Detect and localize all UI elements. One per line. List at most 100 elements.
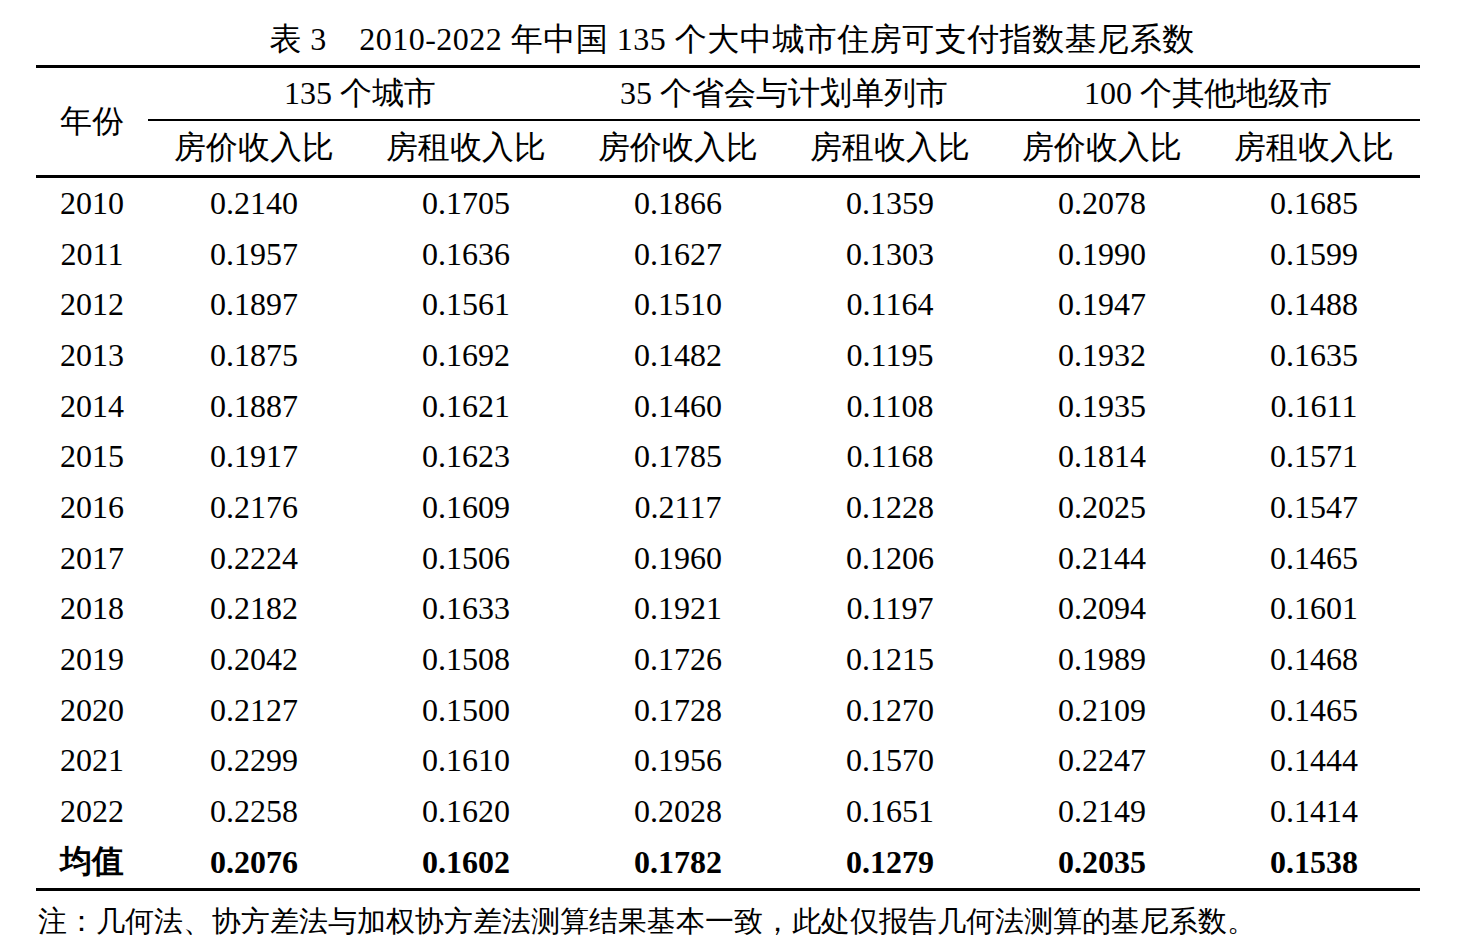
value-cell: 0.1500 (360, 685, 572, 736)
value-cell: 0.2149 (996, 786, 1208, 837)
year-column-header: 年份 (36, 67, 148, 177)
table-row: 20190.20420.15080.17260.12150.19890.1468 (36, 634, 1420, 685)
value-cell: 0.1538 (1208, 837, 1420, 889)
value-cell: 0.1705 (360, 177, 572, 229)
value-cell: 0.1636 (360, 229, 572, 280)
year-cell: 2017 (36, 533, 148, 584)
value-cell: 0.2247 (996, 736, 1208, 787)
table-row: 20170.22240.15060.19600.12060.21440.1465 (36, 533, 1420, 584)
group-header-100-other-cities: 100 个其他地级市 (996, 67, 1420, 121)
year-cell: 2020 (36, 685, 148, 736)
value-cell: 0.1197 (784, 584, 996, 635)
value-cell: 0.1359 (784, 177, 996, 229)
value-cell: 0.2078 (996, 177, 1208, 229)
value-cell: 0.1685 (1208, 177, 1420, 229)
summary-row: 均值0.20760.16020.17820.12790.20350.1538 (36, 837, 1420, 889)
value-cell: 0.2258 (148, 786, 360, 837)
value-cell: 0.1621 (360, 381, 572, 432)
sub-header-row: 房价收入比 房租收入比 房价收入比 房租收入比 房价收入比 房租收入比 (36, 120, 1420, 177)
value-cell: 0.1570 (784, 736, 996, 787)
value-cell: 0.1814 (996, 431, 1208, 482)
year-cell: 2018 (36, 584, 148, 635)
sub-header-rent-income-ratio-2: 房租收入比 (784, 120, 996, 177)
year-cell: 2021 (36, 736, 148, 787)
value-cell: 0.1921 (572, 584, 784, 635)
table-row: 20180.21820.16330.19210.11970.20940.1601 (36, 584, 1420, 635)
value-cell: 0.1510 (572, 279, 784, 330)
value-cell: 0.1571 (1208, 431, 1420, 482)
value-cell: 0.2127 (148, 685, 360, 736)
value-cell: 0.2224 (148, 533, 360, 584)
value-cell: 0.1866 (572, 177, 784, 229)
value-cell: 0.1635 (1208, 330, 1420, 381)
value-cell: 0.1168 (784, 431, 996, 482)
group-header-35-capital-cities: 35 个省会与计划单列市 (572, 67, 996, 121)
value-cell: 0.1468 (1208, 634, 1420, 685)
value-cell: 0.1215 (784, 634, 996, 685)
value-cell: 0.1602 (360, 837, 572, 889)
table-row: 20150.19170.16230.17850.11680.18140.1571 (36, 431, 1420, 482)
year-cell: 2019 (36, 634, 148, 685)
value-cell: 0.1956 (572, 736, 784, 787)
value-cell: 0.1897 (148, 279, 360, 330)
value-cell: 0.1627 (572, 229, 784, 280)
value-cell: 0.1692 (360, 330, 572, 381)
value-cell: 0.1960 (572, 533, 784, 584)
value-cell: 0.1444 (1208, 736, 1420, 787)
value-cell: 0.1917 (148, 431, 360, 482)
table-body: 20100.21400.17050.18660.13590.20780.1685… (36, 177, 1420, 890)
value-cell: 0.1989 (996, 634, 1208, 685)
value-cell: 0.1195 (784, 330, 996, 381)
value-cell: 0.1782 (572, 837, 784, 889)
paper-table-page: 表 3 2010-2022 年中国 135 个大中城市住房可支付指数基尼系数 年… (0, 0, 1464, 938)
value-cell: 0.1228 (784, 482, 996, 533)
value-cell: 0.1460 (572, 381, 784, 432)
year-cell: 2022 (36, 786, 148, 837)
table-row: 20210.22990.16100.19560.15700.22470.1444 (36, 736, 1420, 787)
table-row: 20130.18750.16920.14820.11950.19320.1635 (36, 330, 1420, 381)
value-cell: 0.1620 (360, 786, 572, 837)
value-cell: 0.1599 (1208, 229, 1420, 280)
value-cell: 0.1303 (784, 229, 996, 280)
gini-coefficient-table: 年份 135 个城市 35 个省会与计划单列市 100 个其他地级市 房价收入比… (36, 65, 1420, 891)
year-cell: 2015 (36, 431, 148, 482)
value-cell: 0.1957 (148, 229, 360, 280)
value-cell: 0.2035 (996, 837, 1208, 889)
table-row: 20160.21760.16090.21170.12280.20250.1547 (36, 482, 1420, 533)
value-cell: 0.1108 (784, 381, 996, 432)
value-cell: 0.1465 (1208, 685, 1420, 736)
value-cell: 0.1935 (996, 381, 1208, 432)
table-row: 20140.18870.16210.14600.11080.19350.1611 (36, 381, 1420, 432)
value-cell: 0.1887 (148, 381, 360, 432)
table-note: 注：几何法、协方差法与加权协方差法测算结果基本一致，此处仅报告几何法测算的基尼系… (38, 902, 1464, 938)
year-cell: 2014 (36, 381, 148, 432)
value-cell: 0.2042 (148, 634, 360, 685)
mean-label-cell: 均值 (36, 837, 148, 889)
value-cell: 0.2144 (996, 533, 1208, 584)
value-cell: 0.1610 (360, 736, 572, 787)
value-cell: 0.1785 (572, 431, 784, 482)
table-row: 20100.21400.17050.18660.13590.20780.1685 (36, 177, 1420, 229)
value-cell: 0.1465 (1208, 533, 1420, 584)
value-cell: 0.2176 (148, 482, 360, 533)
value-cell: 0.1561 (360, 279, 572, 330)
table-row: 20220.22580.16200.20280.16510.21490.1414 (36, 786, 1420, 837)
value-cell: 0.1206 (784, 533, 996, 584)
group-header-135-cities: 135 个城市 (148, 67, 572, 121)
value-cell: 0.2117 (572, 482, 784, 533)
value-cell: 0.2299 (148, 736, 360, 787)
group-header-row: 年份 135 个城市 35 个省会与计划单列市 100 个其他地级市 (36, 67, 1420, 121)
value-cell: 0.1611 (1208, 381, 1420, 432)
value-cell: 0.1990 (996, 229, 1208, 280)
value-cell: 0.1414 (1208, 786, 1420, 837)
table-row: 20200.21270.15000.17280.12700.21090.1465 (36, 685, 1420, 736)
sub-header-rent-income-ratio-3: 房租收入比 (1208, 120, 1420, 177)
sub-header-price-income-ratio-3: 房价收入比 (996, 120, 1208, 177)
year-cell: 2010 (36, 177, 148, 229)
value-cell: 0.2076 (148, 837, 360, 889)
year-cell: 2012 (36, 279, 148, 330)
value-cell: 0.2094 (996, 584, 1208, 635)
value-cell: 0.1279 (784, 837, 996, 889)
value-cell: 0.1508 (360, 634, 572, 685)
value-cell: 0.1947 (996, 279, 1208, 330)
